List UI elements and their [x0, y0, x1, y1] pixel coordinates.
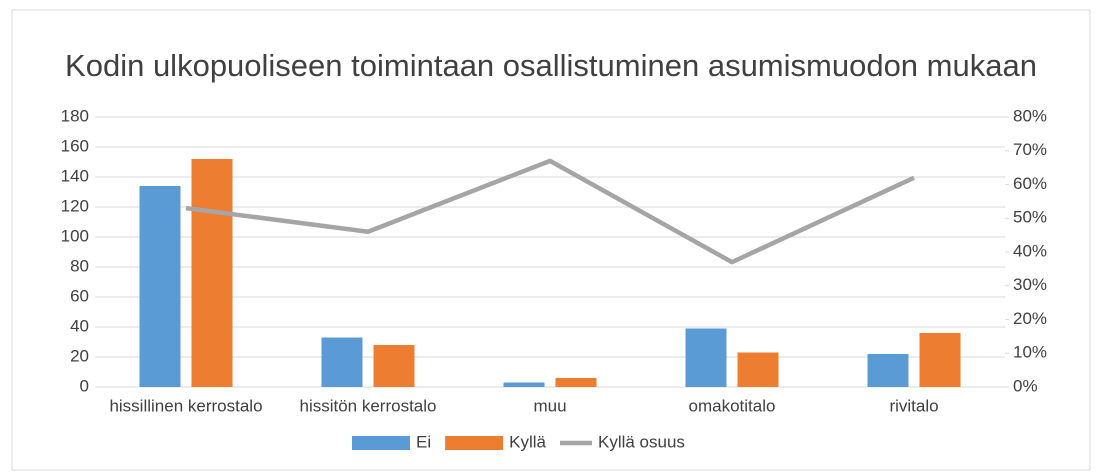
y-tick-label: 40	[70, 316, 89, 335]
y-tick-label: 120	[61, 196, 89, 215]
y-tick-label: 160	[61, 136, 89, 155]
bar	[139, 186, 181, 387]
legend-swatch	[445, 436, 504, 450]
bar	[867, 354, 909, 387]
bar	[737, 352, 779, 387]
bar	[321, 337, 363, 387]
x-tick-label: rivitalo	[889, 396, 938, 415]
line-series	[185, 158, 915, 265]
x-tick-label: omakotitalo	[689, 396, 776, 415]
x-tick-label: hissillinen kerrostalo	[109, 396, 262, 415]
y2-tick-label: 50%	[1013, 208, 1047, 227]
y-tick-label: 60	[70, 286, 89, 305]
y-tick-label: 140	[61, 166, 89, 185]
legend-label: Ei	[416, 432, 431, 451]
y-tick-label: 100	[61, 226, 89, 245]
y2-tick-label: 10%	[1013, 343, 1047, 362]
legend-swatch	[352, 436, 410, 450]
y-tick-label: 180	[61, 106, 89, 125]
bar	[919, 333, 961, 387]
y-tick-label: 80	[70, 256, 89, 275]
x-tick-label: muu	[533, 396, 566, 415]
legend-label: Kyllä osuus	[598, 432, 685, 451]
bar	[373, 345, 415, 387]
bar	[191, 159, 233, 387]
bar	[685, 328, 727, 387]
bar	[555, 378, 597, 387]
y2-tick-label: 20%	[1013, 309, 1047, 328]
y2-tick-label: 60%	[1013, 174, 1047, 193]
y2-tick-label: 40%	[1013, 241, 1047, 260]
y2-tick-label: 0%	[1013, 376, 1038, 395]
legend-label: Kyllä	[509, 432, 546, 451]
y-tick-label: 20	[70, 346, 89, 365]
bar	[503, 382, 545, 387]
y2-tick-label: 80%	[1013, 106, 1047, 125]
y-tick-label: 0	[80, 376, 89, 395]
y2-tick-label: 30%	[1013, 275, 1047, 294]
x-tick-label: hissitön kerrostalo	[299, 396, 436, 415]
y2-tick-label: 70%	[1013, 140, 1047, 159]
chart-title: Kodin ulkopuoliseen toimintaan osallistu…	[65, 48, 1037, 83]
